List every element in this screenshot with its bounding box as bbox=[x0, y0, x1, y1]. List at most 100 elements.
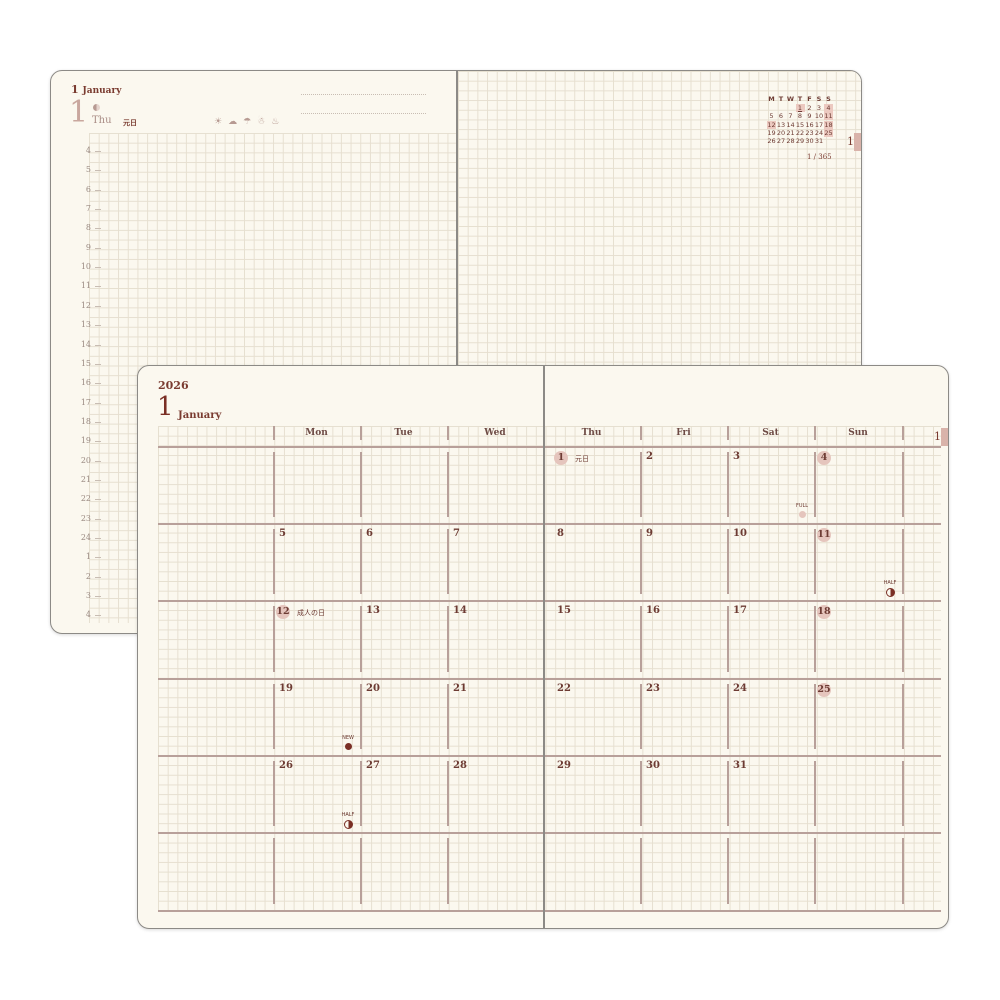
index-tab[interactable] bbox=[854, 133, 861, 151]
weekday-divider bbox=[814, 426, 816, 440]
weekday-header: Tue bbox=[394, 428, 413, 438]
mini-day: 24 bbox=[814, 128, 824, 137]
half-moon-icon bbox=[343, 820, 353, 829]
weekday-header: Thu bbox=[581, 428, 602, 438]
day-divider bbox=[360, 761, 362, 826]
day-divider bbox=[640, 684, 642, 749]
snow-cloud-icon: ☃ bbox=[257, 117, 272, 127]
mini-weekday: S bbox=[826, 95, 831, 103]
mini-day: 25 bbox=[824, 128, 833, 137]
mini-day: 27 bbox=[776, 137, 786, 146]
weekday-divider bbox=[273, 426, 275, 440]
day-number: 10 bbox=[733, 528, 747, 539]
mini-day: 4 bbox=[824, 104, 833, 112]
hour-label: 11 bbox=[69, 281, 101, 290]
header-rule bbox=[158, 446, 941, 448]
day-divider bbox=[360, 838, 362, 904]
hour-label: 10 bbox=[69, 262, 101, 271]
hour-label: 16 bbox=[69, 378, 101, 387]
day-divider bbox=[640, 838, 642, 904]
day-divider bbox=[273, 761, 275, 826]
mini-day: 3 bbox=[816, 104, 822, 112]
index-tab[interactable] bbox=[941, 428, 948, 446]
hour-label: 15 bbox=[69, 359, 101, 368]
mini-day: 16 bbox=[805, 120, 814, 129]
waxing-moon-icon bbox=[93, 104, 100, 111]
day-divider bbox=[273, 529, 275, 594]
day-number: 19 bbox=[279, 683, 293, 694]
day-divider bbox=[447, 529, 449, 594]
day-number: 15 bbox=[557, 605, 571, 616]
day-divider bbox=[640, 606, 642, 672]
weekday-divider bbox=[447, 426, 449, 440]
day-number: 17 bbox=[733, 605, 747, 616]
day-count: 1 / 365 bbox=[807, 153, 832, 161]
mini-weekday: T bbox=[778, 95, 784, 103]
hour-label: 6 bbox=[69, 185, 101, 194]
hour-label: 14 bbox=[69, 340, 101, 349]
day-divider bbox=[447, 452, 449, 517]
day-number: 29 bbox=[557, 760, 571, 771]
daily-month-number: 1 bbox=[71, 83, 79, 96]
mini-day: 14 bbox=[786, 120, 795, 129]
hour-label: 4 bbox=[69, 610, 101, 619]
mini-day: 5 bbox=[769, 112, 774, 121]
mini-day: 6 bbox=[778, 112, 784, 121]
hour-label: 13 bbox=[69, 320, 101, 329]
day-number: 11 bbox=[817, 528, 831, 542]
day-divider bbox=[814, 838, 816, 904]
day-number: 5 bbox=[279, 528, 286, 539]
mini-weekday: W bbox=[786, 95, 795, 103]
daily-month-name: January bbox=[82, 86, 122, 96]
new-moon-icon bbox=[344, 743, 352, 750]
day-divider bbox=[640, 529, 642, 594]
weekday-divider bbox=[727, 426, 729, 440]
day-number: 13 bbox=[366, 605, 380, 616]
day-divider bbox=[273, 606, 275, 672]
mini-day: 17 bbox=[814, 120, 824, 129]
mini-weekday: S bbox=[816, 95, 822, 103]
gourd-icon: ♨ bbox=[271, 117, 286, 127]
mini-day: 21 bbox=[786, 128, 795, 137]
day-number: 25 bbox=[817, 683, 831, 697]
weekday-header: Fri bbox=[676, 428, 691, 438]
weekday-header: Sun bbox=[848, 428, 868, 438]
day-number: 31 bbox=[733, 760, 747, 771]
spine bbox=[456, 71, 458, 633]
day-divider bbox=[447, 761, 449, 826]
hour-label: 1 bbox=[69, 552, 101, 561]
moon-phase: HALF bbox=[880, 580, 900, 597]
day-divider bbox=[727, 684, 729, 749]
day-number: 8 bbox=[557, 528, 564, 539]
day-divider bbox=[447, 684, 449, 749]
day-divider bbox=[814, 761, 816, 826]
year-label: 2026 bbox=[158, 379, 189, 392]
mini-day: 19 bbox=[767, 128, 776, 137]
day-number: 2 bbox=[646, 451, 653, 462]
mini-weekday: M bbox=[768, 95, 775, 103]
day-divider bbox=[727, 529, 729, 594]
day-divider bbox=[727, 606, 729, 672]
day-divider bbox=[902, 761, 904, 826]
hour-label: 18 bbox=[69, 417, 101, 426]
hour-label: 2 bbox=[69, 572, 101, 581]
moon-phase: FULL bbox=[792, 503, 812, 518]
week-rule bbox=[158, 523, 941, 525]
day-number: 18 bbox=[817, 605, 831, 619]
week-rule bbox=[158, 910, 941, 912]
memo-line bbox=[301, 94, 426, 95]
hour-label: 22 bbox=[69, 494, 101, 503]
cloud-icon: ☁ bbox=[228, 117, 244, 127]
mini-weekday: T bbox=[797, 95, 803, 103]
daily-holiday: 元日 bbox=[123, 119, 137, 127]
day-number: 30 bbox=[646, 760, 660, 771]
hour-label: 4 bbox=[69, 146, 101, 155]
day-divider bbox=[447, 838, 449, 904]
day-number: 23 bbox=[646, 683, 660, 694]
day-number: 21 bbox=[453, 683, 467, 694]
day-divider bbox=[447, 606, 449, 672]
mini-day: 15 bbox=[795, 120, 805, 129]
mini-calendar: M T W T F S S 1 2 3 4 5 6 7 8 9 10 11 12 13 14 15 16 17 18 19 20 21… bbox=[767, 95, 837, 155]
month-number: 1 bbox=[157, 392, 174, 422]
monthly-grid bbox=[158, 426, 941, 912]
